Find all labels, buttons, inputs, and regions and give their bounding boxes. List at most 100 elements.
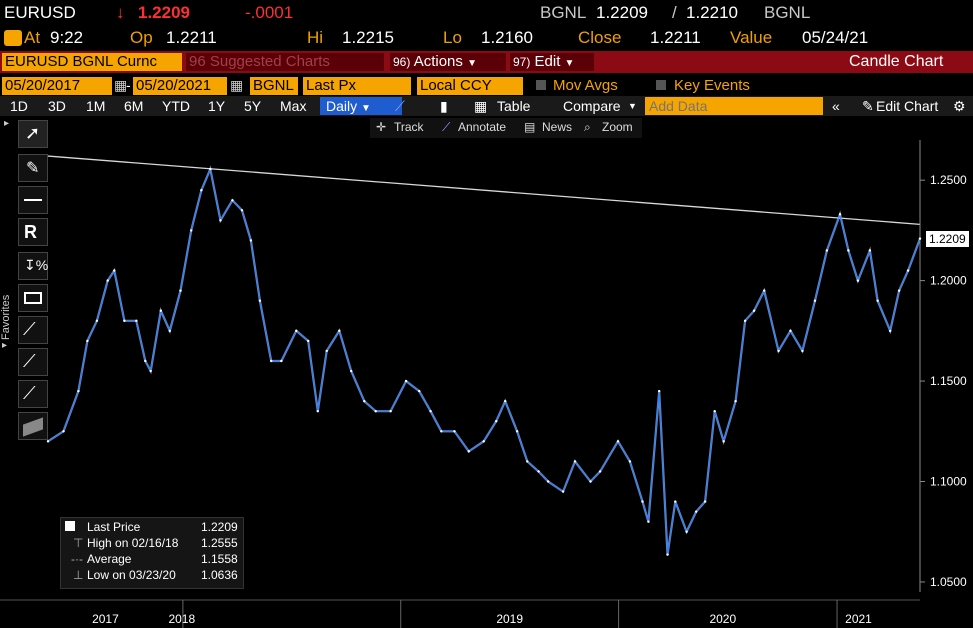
start-date-field[interactable]: 05/20/2017 — [2, 77, 112, 95]
y-tick-label: 1.2000 — [930, 274, 967, 288]
news-button[interactable]: News — [542, 120, 573, 134]
series-point — [482, 440, 485, 443]
actions-menu[interactable]: 96) Actions ▼ — [390, 53, 506, 71]
zoom-button[interactable]: Zoom — [602, 120, 633, 134]
series-point — [526, 460, 529, 463]
chart-legend[interactable]: Last Price 1.2209 ⊤ High on 02/16/18 1.2… — [60, 517, 244, 589]
last-price-tag: 1.2209 — [926, 230, 969, 247]
menu-bar: EURUSD BGNL Curnc 96 Suggested Charts 96… — [0, 51, 973, 73]
series-point — [46, 440, 50, 443]
range-6m[interactable]: 6M — [124, 98, 144, 114]
y-tick-label: 1.1500 — [930, 374, 967, 388]
clock-icon — [4, 30, 22, 46]
draw-tool[interactable]: ✎ — [18, 154, 48, 182]
price-field-select[interactable]: Last Px — [303, 77, 411, 95]
series-point — [374, 410, 377, 413]
suggested-charts-button[interactable]: 96 Suggested Charts — [186, 53, 384, 71]
pointer-tool[interactable]: ➚ — [18, 120, 48, 148]
compare-button[interactable]: Compare — [563, 98, 621, 114]
close-value: 1.2211 — [650, 28, 701, 47]
close-label: Close — [578, 28, 622, 47]
annotate-button[interactable]: Annotate — [458, 120, 507, 134]
line-chart-icon[interactable]: ⟋ — [395, 98, 405, 114]
key-events-label[interactable]: Key Events — [674, 77, 750, 94]
line-icon — [24, 199, 42, 201]
horizontal-line-tool[interactable] — [18, 186, 48, 214]
series-point — [847, 249, 850, 252]
series-point — [561, 490, 565, 493]
series-point — [777, 349, 780, 353]
pencil-icon[interactable]: ✎ — [862, 98, 874, 114]
mov-avgs-label[interactable]: Mov Avgs — [553, 77, 618, 94]
series-point — [123, 319, 126, 322]
series-point — [515, 430, 519, 433]
calendar-icon[interactable]: ▦ — [230, 77, 244, 93]
calendar-icon[interactable]: ▦ — [114, 77, 128, 93]
series-point — [537, 470, 540, 473]
channel-tool[interactable]: ⟋ — [18, 348, 48, 376]
range-3d[interactable]: 3D — [48, 98, 66, 114]
mov-avgs-checkbox[interactable] — [536, 80, 546, 90]
collapse-icon[interactable]: « — [832, 98, 840, 114]
legend-high-label: High on 02/16/18 — [87, 536, 179, 550]
series-point — [159, 309, 163, 312]
series-point — [467, 450, 470, 453]
trendline-tool[interactable]: ⟋ — [18, 316, 48, 344]
edit-menu[interactable]: 97) Edit ▼ — [510, 53, 594, 71]
chevron-down-icon: ▼ — [564, 58, 575, 69]
series-point — [734, 399, 737, 403]
chevron-right-icon: ▸ — [2, 340, 8, 351]
range-1m[interactable]: 1M — [86, 98, 106, 114]
y-tick-label: 1.1000 — [930, 475, 967, 489]
series-point — [868, 249, 872, 252]
series-point — [106, 279, 109, 282]
x-tick-label: 2017 — [92, 612, 119, 626]
chart-tools: ✛ Track ⟋ Annotate ▤ News ⌕ Zoom — [370, 118, 642, 138]
period-select[interactable]: Daily ▼ — [320, 97, 402, 115]
sidebar-collapse-icon[interactable]: ▸ — [4, 118, 10, 129]
range-toolbar: 1D 3D 1M 6M YTD 1Y 5Y Max Daily ▼ ⟋ ▮ ▦ … — [0, 96, 973, 116]
series-point — [743, 319, 747, 322]
text-tool[interactable]: R — [18, 218, 48, 246]
series-point — [258, 299, 262, 302]
range-1d[interactable]: 1D — [10, 98, 28, 114]
rectangle-icon — [24, 292, 42, 304]
range-1y[interactable]: 1Y — [208, 98, 226, 114]
table-button[interactable]: Table — [497, 98, 531, 114]
series-point — [503, 399, 507, 403]
text-icon: R — [24, 222, 37, 242]
source-field[interactable]: BGNL — [250, 77, 298, 95]
ticker[interactable]: EURUSD — [4, 3, 76, 22]
key-events-checkbox[interactable] — [656, 80, 666, 90]
range-5y[interactable]: 5Y — [244, 98, 262, 114]
price-series-line — [47, 166, 921, 555]
series-point — [685, 530, 688, 533]
gear-icon[interactable]: ⚙ — [953, 98, 966, 114]
price-series-outline — [47, 165, 922, 555]
range-max[interactable]: Max — [280, 98, 307, 114]
track-button[interactable]: Track — [394, 120, 424, 134]
series-point — [95, 319, 99, 322]
end-date-field[interactable]: 05/20/2021 — [133, 77, 227, 95]
y-axis: 1.0500 1.1000 1.1500 1.2000 1.2500 — [919, 140, 967, 592]
series-point — [325, 349, 328, 353]
legend-avg-value: 1.1558 — [201, 552, 238, 566]
series-point — [657, 389, 661, 393]
percent-tool[interactable]: ↧% — [18, 252, 48, 280]
add-data-input[interactable] — [645, 97, 823, 115]
series-point — [135, 319, 138, 322]
ray-tool[interactable]: ⟋ — [18, 380, 48, 408]
percent-icon: ↧% — [24, 257, 49, 273]
bar-chart-icon[interactable]: ▮ — [440, 98, 448, 114]
last-price: 1.2209 — [138, 3, 190, 22]
security-field[interactable]: EURUSD BGNL Curnc — [2, 53, 182, 71]
series-point — [113, 269, 116, 272]
edit-chart-button[interactable]: Edit Chart — [876, 98, 939, 114]
range-ytd[interactable]: YTD — [162, 98, 190, 114]
fibonacci-tool[interactable] — [18, 412, 48, 440]
news-icon: ▤ — [524, 120, 536, 134]
currency-select[interactable]: Local CCY — [417, 77, 523, 95]
table-icon[interactable]: ▦ — [474, 98, 488, 114]
rectangle-tool[interactable] — [18, 284, 48, 312]
